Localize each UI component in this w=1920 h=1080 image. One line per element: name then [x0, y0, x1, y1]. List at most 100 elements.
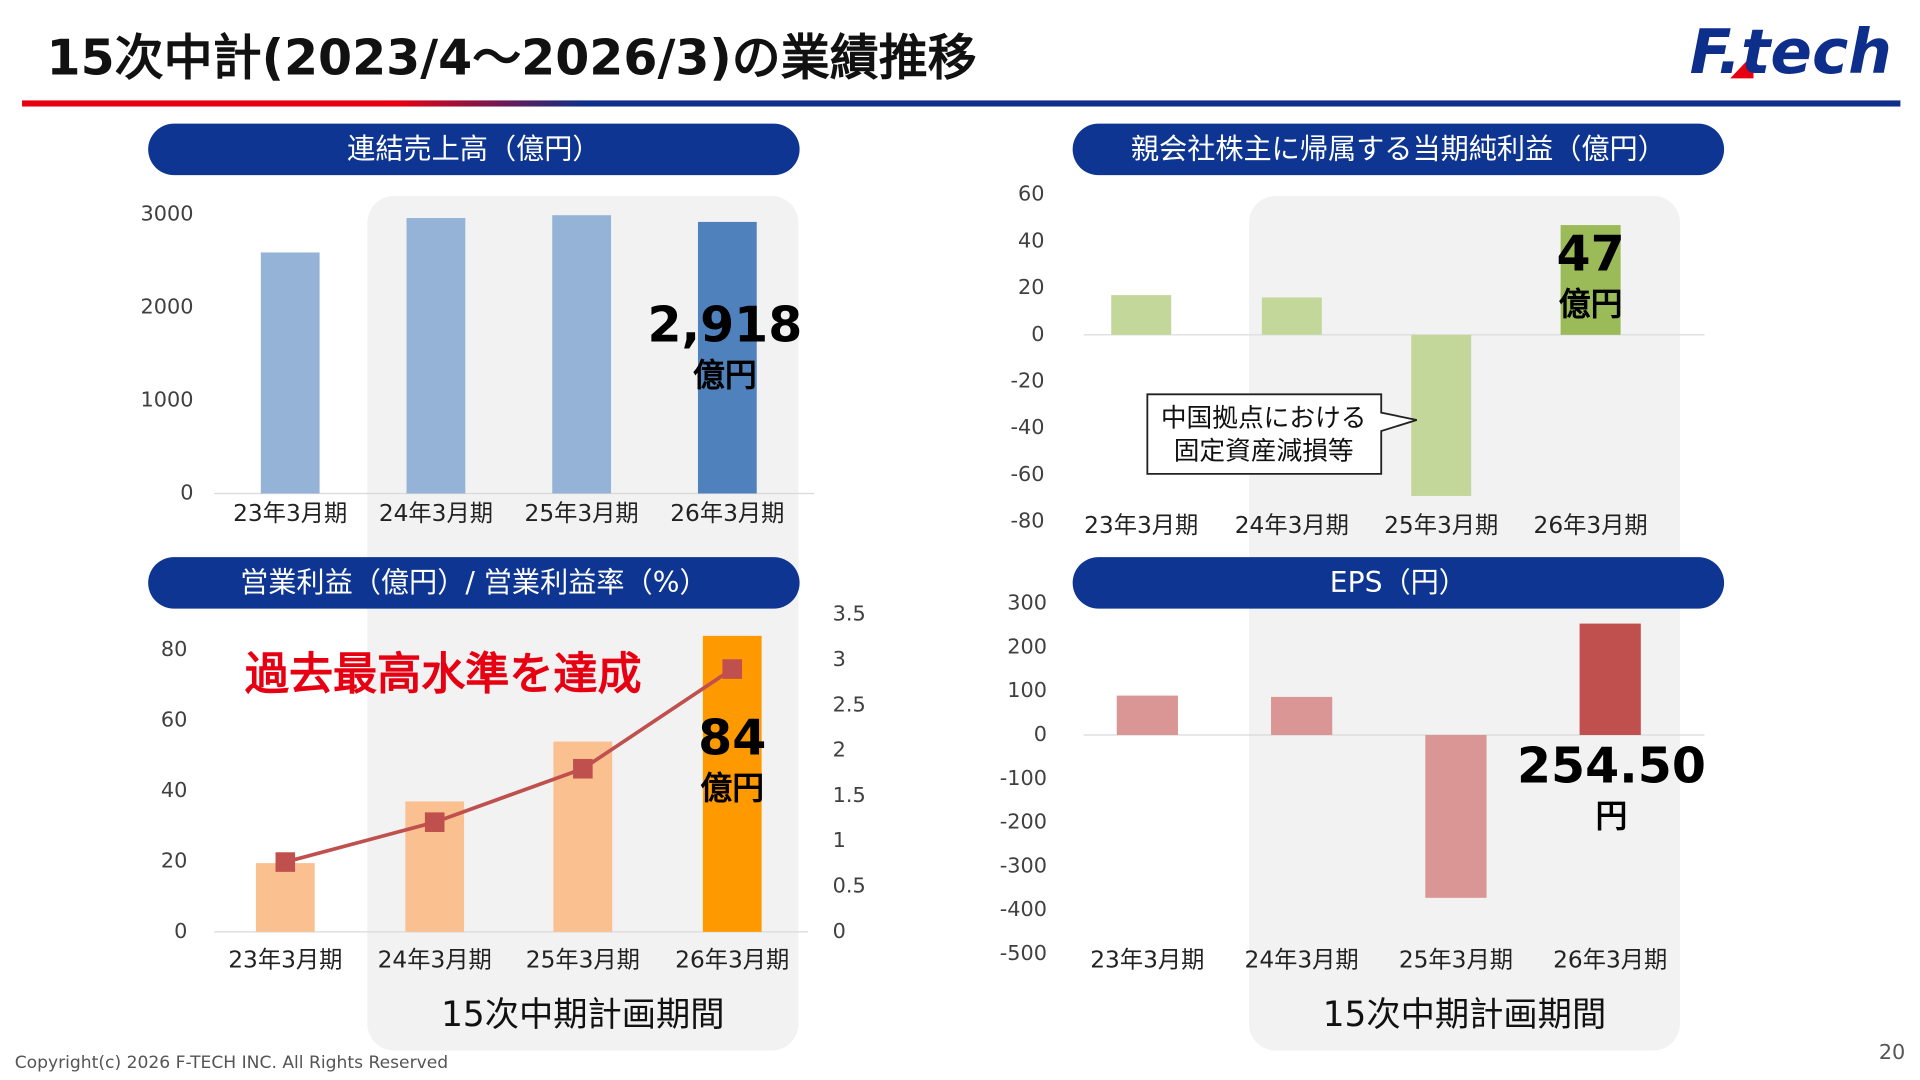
y-tick-label: -300 [1000, 853, 1047, 877]
bar [702, 635, 762, 932]
x-tick-label: 26年3月期 [1553, 947, 1667, 974]
bar [552, 215, 612, 494]
slide-title: 15次中計(2023/4～2026/3)の業績推移 [47, 30, 977, 87]
y2-tick-label: 3 [833, 647, 846, 671]
value-label: 254.50 [1517, 737, 1706, 794]
y-tick-label: -80 [1011, 509, 1045, 533]
y2-tick-label: 2.5 [833, 692, 866, 716]
value-unit: 億円 [1559, 285, 1623, 323]
annotation: 中国拠点における [1161, 403, 1367, 433]
y-tick-label: 20 [161, 848, 187, 872]
y-tick-label: -40 [1011, 415, 1045, 439]
period-label: 15次中期計画期間 [1323, 995, 1606, 1035]
logo: F.tech [1690, 17, 1892, 88]
y2-tick-label: 3.5 [833, 602, 866, 626]
chart-title: EPS（円） [1330, 566, 1467, 599]
x-tick-label: 25年3月期 [1384, 512, 1498, 539]
y-tick-label: 0 [1034, 722, 1047, 746]
annotation: 過去最高水準を達成 [245, 649, 642, 700]
x-tick-label: 26年3月期 [670, 500, 784, 527]
header-rule [22, 100, 1901, 107]
x-tick-label: 23年3月期 [1090, 947, 1204, 974]
bar [1579, 623, 1641, 735]
value-label: 47 [1557, 226, 1625, 283]
y2-tick-label: 1 [833, 828, 846, 852]
value-unit: 円 [1596, 797, 1628, 835]
x-tick-label: 24年3月期 [1245, 947, 1359, 974]
chart-title: 連結売上高（億円） [347, 133, 600, 166]
chart-header [1072, 123, 1725, 176]
chart-title: 営業利益（億円）/ 営業利益率（%） [240, 566, 708, 599]
x-tick-label: 24年3月期 [378, 947, 492, 974]
logo-mark [1730, 53, 1754, 79]
y-tick-label: -400 [1000, 897, 1047, 921]
chart-header [1072, 557, 1725, 609]
y-tick-label: 200 [1007, 634, 1047, 658]
bar [1271, 696, 1333, 735]
x-tick-label: 24年3月期 [379, 500, 493, 527]
period-label: 15次中期計画期間 [441, 995, 724, 1035]
x-tick-label: 25年3月期 [1399, 947, 1513, 974]
callout-box [1146, 393, 1418, 475]
x-tick-label: 23年3月期 [233, 500, 347, 527]
bar [1261, 297, 1322, 335]
y-tick-label: -100 [1000, 766, 1047, 790]
y-tick-label: 80 [161, 637, 187, 661]
line-marker [722, 659, 743, 679]
x-tick-label: 25年3月期 [526, 947, 640, 974]
y-tick-label: 0 [174, 919, 187, 943]
value-label: 84 [698, 709, 766, 766]
x-tick-label: 23年3月期 [228, 947, 342, 974]
y-tick-label: 60 [161, 707, 187, 731]
bar [1111, 295, 1172, 335]
value-unit: 億円 [700, 769, 764, 807]
bar [1116, 695, 1178, 735]
chart-header [148, 123, 800, 176]
y-tick-label: 40 [1018, 228, 1044, 252]
y2-tick-label: 0 [833, 919, 846, 943]
y-tick-label: -20 [1011, 369, 1045, 393]
bar [255, 863, 315, 932]
chart-header [148, 557, 800, 609]
line-marker [275, 852, 296, 872]
y-tick-label: 60 [1018, 182, 1044, 206]
y2-tick-label: 0.5 [833, 874, 866, 898]
line-marker [573, 758, 593, 779]
y-tick-label: 2000 [141, 294, 194, 318]
page-number: 20 [1879, 1040, 1905, 1064]
y-tick-label: 3000 [141, 201, 194, 225]
bar [1411, 334, 1472, 496]
period-shade [367, 195, 799, 1051]
bar [406, 218, 466, 494]
x-tick-label: 26年3月期 [1534, 512, 1648, 539]
x-tick-label: 24年3月期 [1235, 512, 1349, 539]
y-tick-label: 0 [1031, 322, 1044, 346]
y-tick-label: -200 [1000, 810, 1047, 834]
value-unit: 億円 [693, 356, 757, 394]
value-label: 2,918 [647, 297, 802, 354]
y-tick-label: -500 [1000, 941, 1047, 965]
copyright: Copyright(c) 2026 F-TECH INC. All Rights… [15, 1053, 448, 1073]
y-tick-label: -60 [1011, 462, 1045, 486]
line [284, 667, 734, 864]
x-tick-label: 26年3月期 [675, 947, 789, 974]
y-tick-label: 20 [1018, 275, 1044, 299]
bar [260, 252, 320, 494]
y-tick-label: 100 [1007, 678, 1047, 702]
y2-tick-label: 2 [833, 738, 846, 762]
y2-tick-label: 1.5 [833, 783, 866, 807]
y-tick-label: 300 [1007, 591, 1047, 615]
bar [1560, 225, 1621, 335]
y-tick-label: 0 [180, 480, 193, 504]
x-tick-label: 23年3月期 [1084, 512, 1198, 539]
bar [697, 221, 757, 494]
y-tick-label: 40 [161, 778, 187, 802]
x-tick-label: 25年3月期 [525, 500, 639, 527]
chart-title: 親会社株主に帰属する当期純利益（億円） [1131, 133, 1666, 166]
annotation: 固定資産減損等 [1174, 436, 1354, 466]
y-tick-label: 1000 [141, 387, 194, 411]
bar [1425, 735, 1487, 898]
line-marker [424, 812, 445, 832]
